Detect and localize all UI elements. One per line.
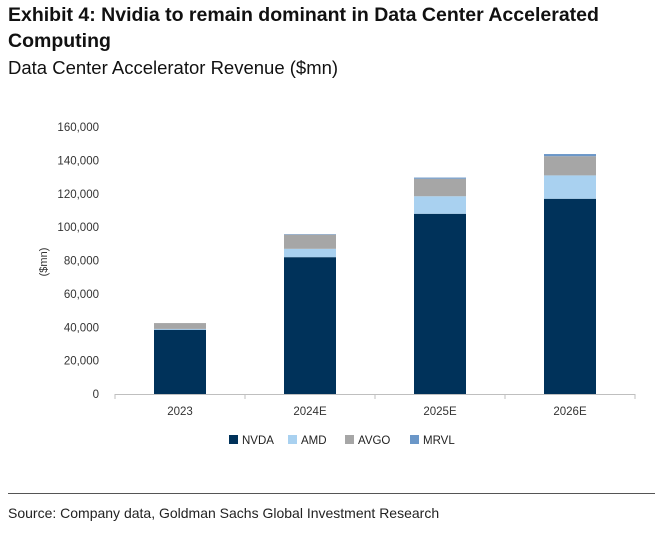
bar-segment-nvda (154, 329, 206, 394)
bar-segment-avgo (414, 178, 466, 197)
legend-label-mrvl: MRVL (423, 435, 455, 447)
bar-stack-2023 (154, 323, 206, 394)
bar-segment-amd (154, 328, 206, 330)
x-axis: 2023 2024E 2025E 2026E (114, 394, 636, 418)
exhibit-title: Exhibit 4: Nvidia to remain dominant in … (8, 4, 599, 52)
bar-stacks (154, 154, 596, 394)
divider-rule (8, 493, 655, 494)
y-tick-label: 40,000 (64, 322, 99, 334)
legend: NVDA AMD AVGO MRVL (229, 435, 455, 447)
x-tick-label: 2025E (423, 406, 457, 418)
legend-swatch-amd (288, 435, 297, 444)
legend-label-nvda: NVDA (242, 435, 274, 447)
bar-segment-nvda (414, 213, 466, 394)
bar-stack-2026E (544, 154, 596, 394)
bar-segment-nvda (544, 198, 596, 394)
y-axis-label: ($mn) (38, 248, 50, 277)
bar-segment-mrvl (544, 154, 596, 157)
bar-segment-avgo (154, 323, 206, 329)
legend-swatch-nvda (229, 435, 238, 444)
chart-title: Data Center Accelerator Revenue ($mn) (8, 57, 339, 78)
y-axis: 0 20,000 40,000 60,000 80,000 100,000 120,000 1… (57, 122, 99, 401)
bar-segment-amd (284, 248, 336, 258)
stacked-bar-chart: 0 20,000 40,000 60,000 80,000 100,000 120,000 1… (38, 122, 636, 447)
bar-segment-amd (544, 175, 596, 199)
y-tick-label: 120,000 (57, 189, 99, 201)
bar-segment-amd (414, 196, 466, 214)
source-note: Source: Company data, Goldman Sachs Glob… (8, 505, 440, 521)
x-tick-label: 2023 (167, 406, 193, 418)
legend-label-avgo: AVGO (358, 435, 390, 447)
bar-segment-avgo (544, 156, 596, 176)
bar-segment-mrvl (414, 177, 466, 179)
y-tick-label: 160,000 (57, 122, 99, 134)
y-tick-label: 100,000 (57, 222, 99, 234)
y-tick-label: 20,000 (64, 356, 99, 368)
legend-swatch-mrvl (410, 435, 419, 444)
y-tick-label: 140,000 (57, 155, 99, 167)
y-tick-label: 80,000 (64, 256, 99, 268)
y-tick-label: 60,000 (64, 289, 99, 301)
bar-stack-2025E (414, 177, 466, 394)
bar-segment-nvda (284, 257, 336, 394)
legend-swatch-avgo (345, 435, 354, 444)
bar-segment-avgo (284, 234, 336, 249)
x-tick-label: 2024E (293, 406, 327, 418)
bar-stack-2024E (284, 234, 336, 394)
legend-label-amd: AMD (301, 435, 327, 447)
y-tick-label: 0 (93, 389, 99, 401)
bar-segment-mrvl (284, 234, 336, 235)
x-tick-label: 2026E (553, 406, 587, 418)
